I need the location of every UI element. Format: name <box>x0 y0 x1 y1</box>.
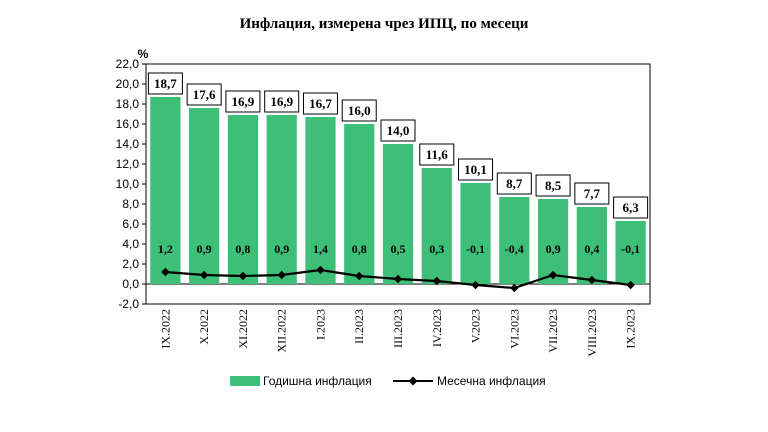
bar-data-label: 17,6 <box>193 87 216 102</box>
bar <box>576 207 607 284</box>
line-data-label: 1,2 <box>158 242 173 256</box>
bar-label-box <box>613 196 649 219</box>
bar <box>421 168 452 284</box>
bar <box>189 108 220 284</box>
x-tick-label: VIII.2023 <box>585 309 599 357</box>
bar-label-box <box>380 119 416 142</box>
bar-label-box <box>225 90 261 113</box>
y-tick-label: 0,0 <box>122 277 139 291</box>
line-data-label: 1,4 <box>313 242 328 256</box>
bar-label-box <box>341 99 377 122</box>
line-point <box>199 270 209 280</box>
x-tick-label: VI.2023 <box>507 309 521 349</box>
bar <box>499 197 530 284</box>
line-point <box>432 276 441 286</box>
bar-label-box <box>302 92 338 115</box>
bar-label-box <box>264 90 300 113</box>
bar-label-box <box>496 172 532 195</box>
legend-swatch-bar <box>230 376 260 386</box>
bar-data-label: 11,6 <box>426 147 449 162</box>
bar <box>615 221 646 284</box>
line-data-label: 0,9 <box>197 242 212 256</box>
bar-data-label: 16,9 <box>270 94 293 109</box>
line-point <box>316 265 325 275</box>
x-tick-label: XI.2022 <box>236 309 250 349</box>
line-point <box>355 271 364 281</box>
bar <box>460 183 491 284</box>
bar-data-label: 8,5 <box>545 178 562 193</box>
x-tick-label: IV.2023 <box>430 309 444 347</box>
bar <box>382 144 414 284</box>
bar <box>150 97 181 284</box>
line-data-label: -0,4 <box>505 242 524 256</box>
y-tick-label: -2,0 <box>118 297 139 311</box>
legend-entry-monthly: Месечна инфлация <box>437 374 546 388</box>
line-point <box>626 280 635 290</box>
y-tick-label: 22,0 <box>116 57 140 71</box>
y-tick-label: 20,0 <box>116 77 140 91</box>
line-data-label: 0,4 <box>584 242 599 256</box>
y-tick-label: 14,0 <box>116 137 140 151</box>
y-tick-label: 2,0 <box>122 257 139 271</box>
y-tick-label: 4,0 <box>122 237 139 251</box>
line-data-label: 0,9 <box>274 242 289 256</box>
bar-data-label: 6,3 <box>622 200 639 215</box>
y-tick-label: 18,0 <box>116 97 140 111</box>
x-tick-label: X.2022 <box>197 309 211 345</box>
line-data-label: 0,8 <box>235 242 250 256</box>
y-tick-label: 8,0 <box>122 197 139 211</box>
y-tick-label: 16,0 <box>116 117 140 131</box>
bar-label-box <box>147 72 183 95</box>
x-tick-label: II.2023 <box>352 309 366 344</box>
bar-data-label: 7,7 <box>584 186 601 201</box>
bar-data-label: 16,0 <box>348 103 371 118</box>
y-tick-label: 10,0 <box>116 177 140 191</box>
line-point <box>510 283 519 293</box>
line-data-label: 0,3 <box>429 242 444 256</box>
chart-title: Инфлация, измерена чрез ИПЦ, по месеци <box>240 16 529 32</box>
line-data-label: 0,5 <box>391 242 406 256</box>
bar <box>266 115 297 284</box>
bar-label-box <box>458 158 494 181</box>
bar-data-label: 10,1 <box>464 162 487 177</box>
y-axis-label: % <box>138 47 149 61</box>
bar-data-label: 8,7 <box>506 176 523 191</box>
line-data-label: -0,1 <box>621 242 640 256</box>
x-tick-label: XII.2022 <box>275 309 289 353</box>
line-point <box>587 275 597 285</box>
bar-data-label: 18,7 <box>154 76 177 91</box>
y-tick-label: 12,0 <box>116 157 140 171</box>
bar-data-label: 14,0 <box>387 123 410 138</box>
x-tick-label: VII.2023 <box>546 309 560 353</box>
legend-marker <box>408 376 418 386</box>
bar <box>537 199 569 284</box>
line-data-label: -0,1 <box>466 242 485 256</box>
y-tick-label: 6,0 <box>122 217 139 231</box>
bar-data-label: 16,7 <box>309 96 332 111</box>
line-point <box>471 280 480 290</box>
bar <box>227 115 259 284</box>
x-tick-label: IX.2022 <box>158 309 172 349</box>
bar-label-box <box>419 143 455 166</box>
x-tick-label: I.2023 <box>313 309 327 340</box>
bar-label-box <box>186 83 222 106</box>
bar-data-label: 16,9 <box>232 94 255 109</box>
line-data-label: 0,8 <box>352 242 367 256</box>
bar-label-box <box>574 182 610 205</box>
line-point <box>277 270 286 280</box>
x-tick-label: V.2023 <box>469 309 483 343</box>
line-point <box>161 267 170 277</box>
line-point <box>548 270 558 280</box>
line-data-label: 0,9 <box>546 242 561 256</box>
line-point <box>238 271 248 281</box>
x-tick-label: IX.2023 <box>624 309 638 349</box>
legend-entry-annual: Годишна инфлация <box>263 374 372 388</box>
x-tick-label: III.2023 <box>391 309 405 348</box>
bar <box>344 124 375 284</box>
line-point <box>393 274 403 284</box>
bar-label-box <box>535 174 571 197</box>
bar <box>305 117 336 284</box>
